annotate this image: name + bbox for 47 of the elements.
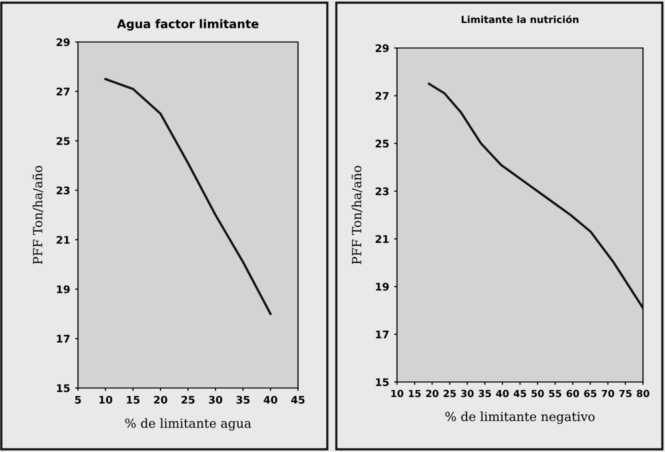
y-tick-label: 21 <box>56 236 70 244</box>
x-tick-label: 10 <box>391 390 404 398</box>
y-tick-label: 23 <box>56 186 70 194</box>
y-tick-label: 19 <box>376 282 389 291</box>
x-tick-label: 30 <box>208 396 222 404</box>
x-tick-label: 35 <box>236 396 250 404</box>
y-tick-label: 25 <box>56 137 70 145</box>
x-tick-label: 35 <box>478 390 491 398</box>
x-tick-label: 5 <box>75 396 81 404</box>
y-tick-label: 27 <box>376 92 389 100</box>
x-tick-label: 10 <box>99 396 112 404</box>
x-tick-label: 30 <box>461 390 474 398</box>
x-tick-label: 70 <box>602 390 614 398</box>
x-tick-label: 40 <box>264 396 278 404</box>
chart-title: Agua factor limitante <box>117 19 258 31</box>
x-tick-label: 40 <box>496 390 509 398</box>
x-tick-label: 65 <box>584 390 596 398</box>
x-tick-label: 50 <box>532 390 544 398</box>
x-tick-label: 20 <box>154 396 168 404</box>
x-tick-label: 60 <box>566 390 580 398</box>
x-tick-label: 20 <box>426 390 438 398</box>
y-axis-title: PFF Ton/ha/año <box>32 166 44 264</box>
x-tick-label: 80 <box>636 390 650 398</box>
y-tick-label: 19 <box>57 285 70 294</box>
y-tick-label: 17 <box>376 330 389 338</box>
x-tick-label: 45 <box>291 396 305 404</box>
y-axis-title: PFF Ton/ha/año <box>351 166 362 264</box>
chart-title: Limitante la nutrición <box>462 15 578 24</box>
x-tick-label: 15 <box>126 396 140 404</box>
y-tick-label: 21 <box>376 235 389 243</box>
x-axis-title: % de limitante agua <box>125 418 252 430</box>
y-tick-label: 29 <box>376 44 389 52</box>
x-tick-label: 45 <box>514 390 526 398</box>
line-series <box>104 78 272 315</box>
x-axis-title: % de limitante negativo <box>445 412 595 424</box>
x-tick-label: 15 <box>408 390 421 398</box>
x-tick-label: 25 <box>444 390 456 398</box>
y-tick-label: 27 <box>56 88 70 96</box>
x-tick-label: 75 <box>619 390 632 398</box>
line-series <box>428 82 643 310</box>
x-tick-label: 55 <box>549 390 562 398</box>
x-tick-label: 25 <box>182 396 195 404</box>
y-tick-label: 15 <box>376 378 389 386</box>
y-tick-label: 23 <box>376 187 389 196</box>
y-tick-label: 17 <box>57 334 70 343</box>
y-tick-label: 29 <box>56 38 70 46</box>
y-tick-label: 25 <box>376 140 389 148</box>
